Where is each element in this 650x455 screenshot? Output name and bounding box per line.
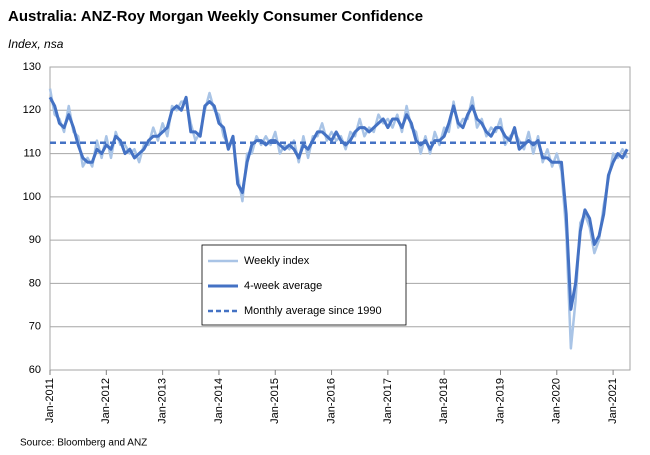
x-tick-label: Jan-2016: [325, 378, 337, 424]
x-tick-label: Jan-2018: [438, 378, 450, 424]
x-tick-label: Jan-2017: [382, 378, 394, 424]
y-tick-label: 100: [23, 191, 41, 203]
x-tick-label: Jan-2020: [551, 378, 563, 424]
y-tick-label: 80: [29, 277, 41, 289]
legend-label: Monthly average since 1990: [244, 305, 382, 317]
y-tick-label: 70: [29, 321, 41, 333]
y-axis-unit: Index, nsa: [8, 37, 64, 51]
y-tick-label: 130: [23, 61, 41, 73]
y-tick-label: 120: [23, 104, 41, 116]
legend-label: 4-week average: [244, 280, 322, 292]
x-tick-label: Jan-2011: [44, 378, 56, 423]
x-tick-label: Jan-2013: [157, 378, 169, 424]
y-tick-label: 90: [29, 234, 41, 246]
legend-label: Weekly index: [244, 255, 310, 267]
x-tick-label: Jan-2015: [269, 378, 281, 424]
y-tick-label: 60: [29, 364, 41, 376]
source-note: Source: Bloomberg and ANZ: [20, 438, 147, 449]
x-tick-label: Jan-2014: [213, 378, 225, 424]
x-tick-label: Jan-2012: [100, 378, 112, 424]
x-tick-label: Jan-2021: [607, 378, 619, 424]
plot-border: [49, 66, 631, 371]
x-tick-label: Jan-2019: [494, 378, 506, 424]
y-tick-label: 110: [23, 147, 41, 159]
chart-title: Australia: ANZ-Roy Morgan Weekly Consume…: [8, 8, 423, 25]
